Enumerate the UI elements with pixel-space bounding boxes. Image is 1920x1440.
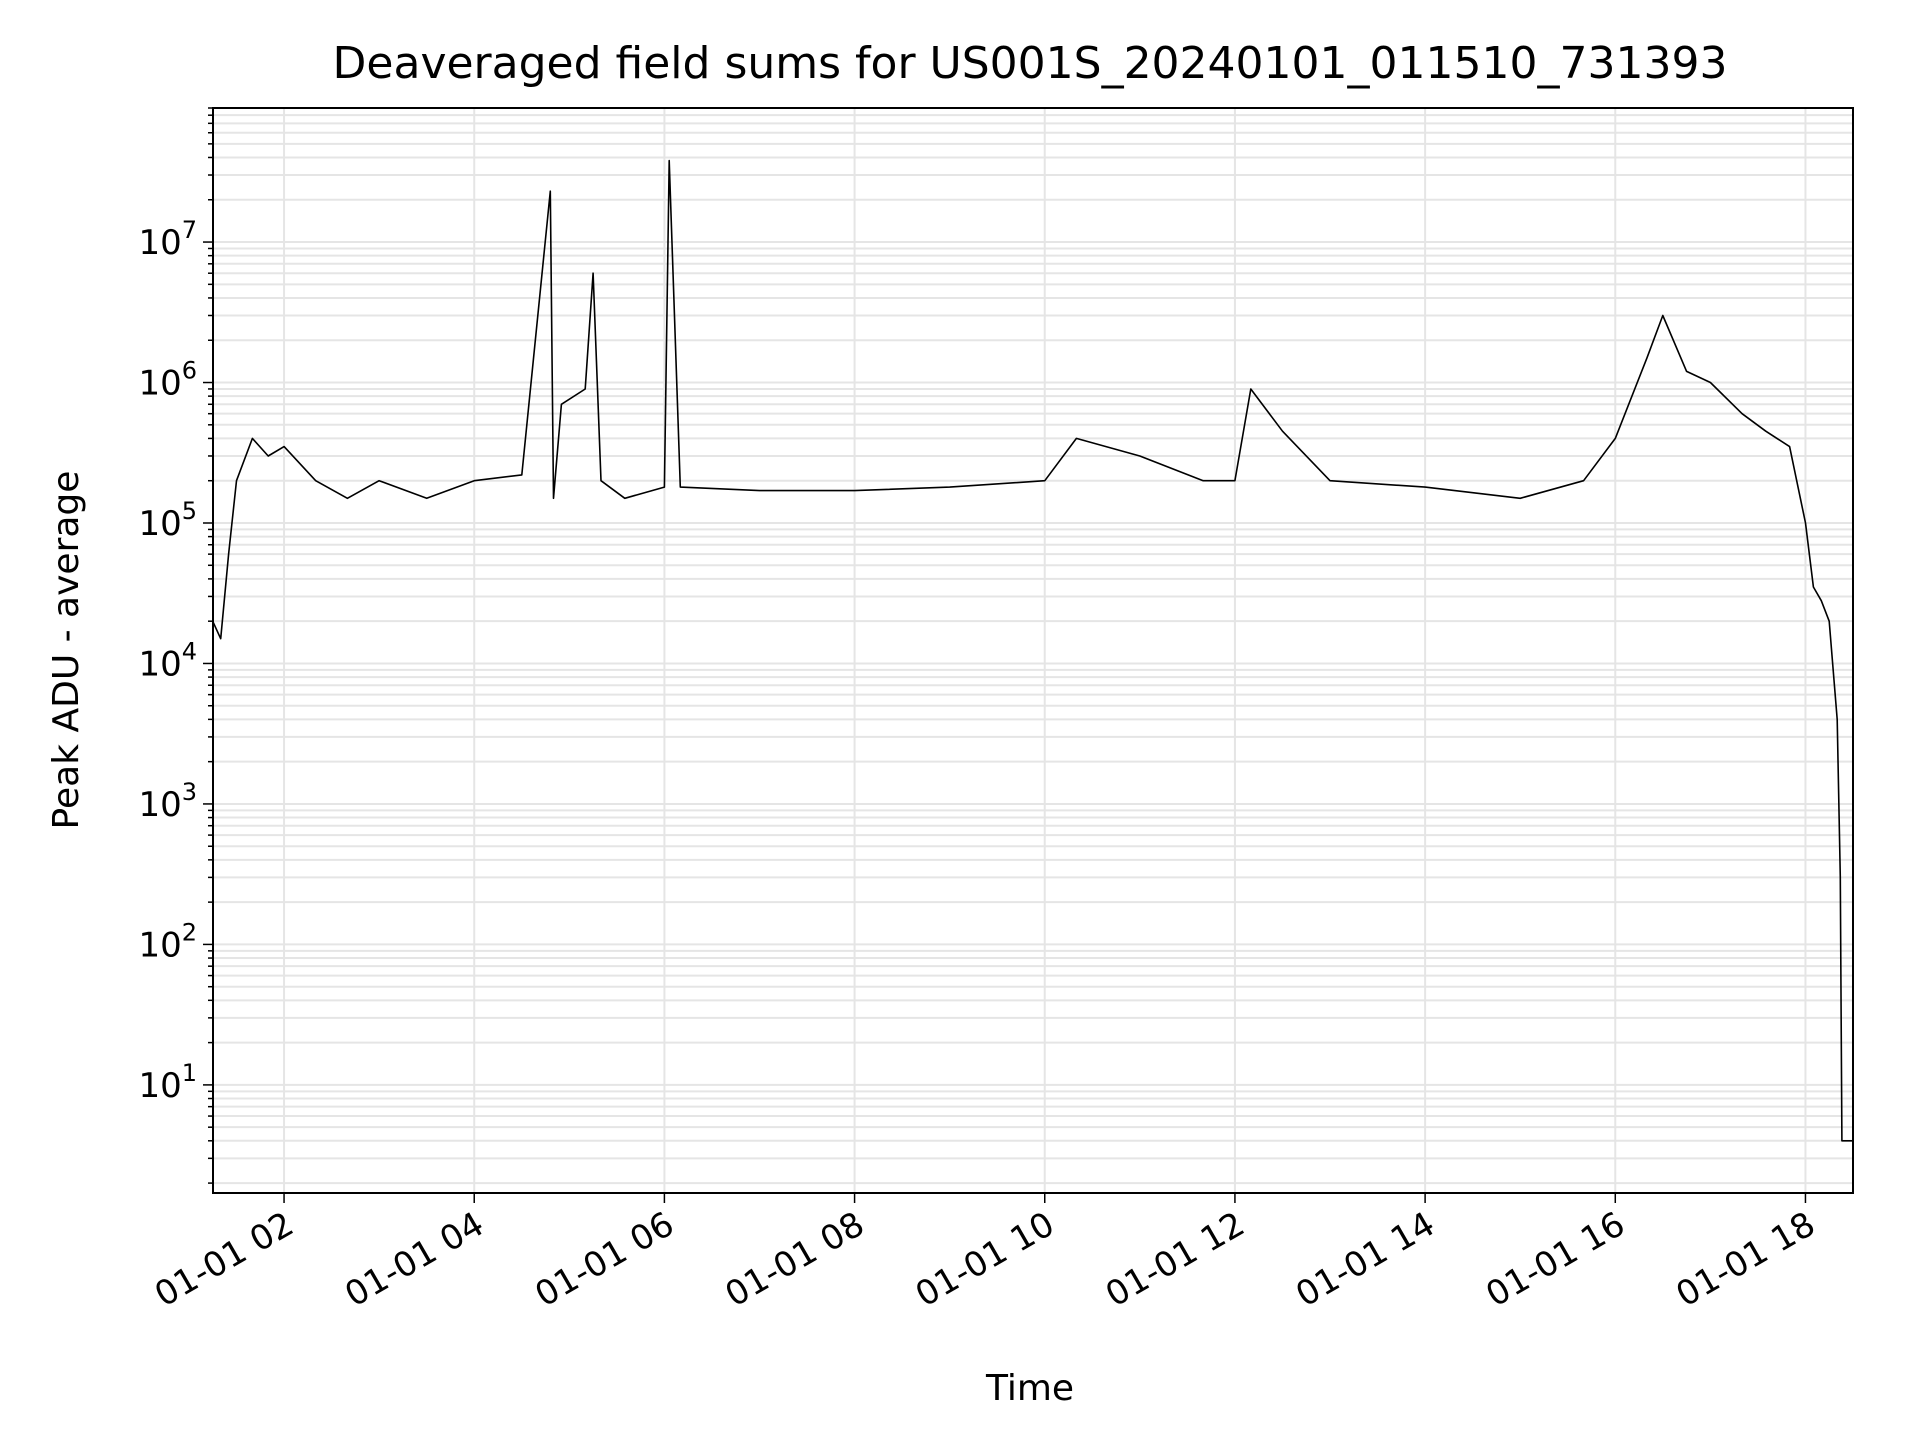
ticks: 101 102 103 104 105 106 107 01-01 02 01-01 04 01-… — [138, 107, 1822, 1315]
y-tick-label: 106 — [138, 357, 197, 404]
y-tick-label: 103 — [138, 778, 197, 825]
x-tick-label: 01-01 16 — [1479, 1204, 1631, 1315]
x-tick-label: 01-01 10 — [909, 1204, 1061, 1315]
x-tick-label: 01-01 02 — [148, 1204, 300, 1315]
x-axis-label: Time — [985, 1368, 1074, 1409]
y-tick-label: 104 — [138, 637, 197, 684]
x-tick-label: 01-01 06 — [529, 1204, 681, 1315]
y-tick-label: 107 — [138, 216, 197, 263]
x-tick-label: 01-01 04 — [338, 1204, 490, 1315]
y-tick-label: 105 — [138, 497, 197, 544]
y-axis-label: Peak ADU - average — [46, 471, 87, 830]
x-tick-label: 01-01 08 — [719, 1204, 871, 1315]
plot-frame — [212, 107, 1854, 1194]
x-tick-label: 01-01 18 — [1670, 1204, 1822, 1315]
y-tick-label: 102 — [138, 918, 197, 965]
chart-title: Deaveraged field sums for US001S_2024010… — [333, 38, 1728, 89]
x-tick-label: 01-01 12 — [1099, 1204, 1251, 1315]
y-tick-label: 101 — [138, 1059, 197, 1106]
grid — [213, 107, 1853, 1193]
x-tick-label: 01-01 14 — [1289, 1204, 1441, 1315]
series-line — [211, 159, 1853, 1142]
